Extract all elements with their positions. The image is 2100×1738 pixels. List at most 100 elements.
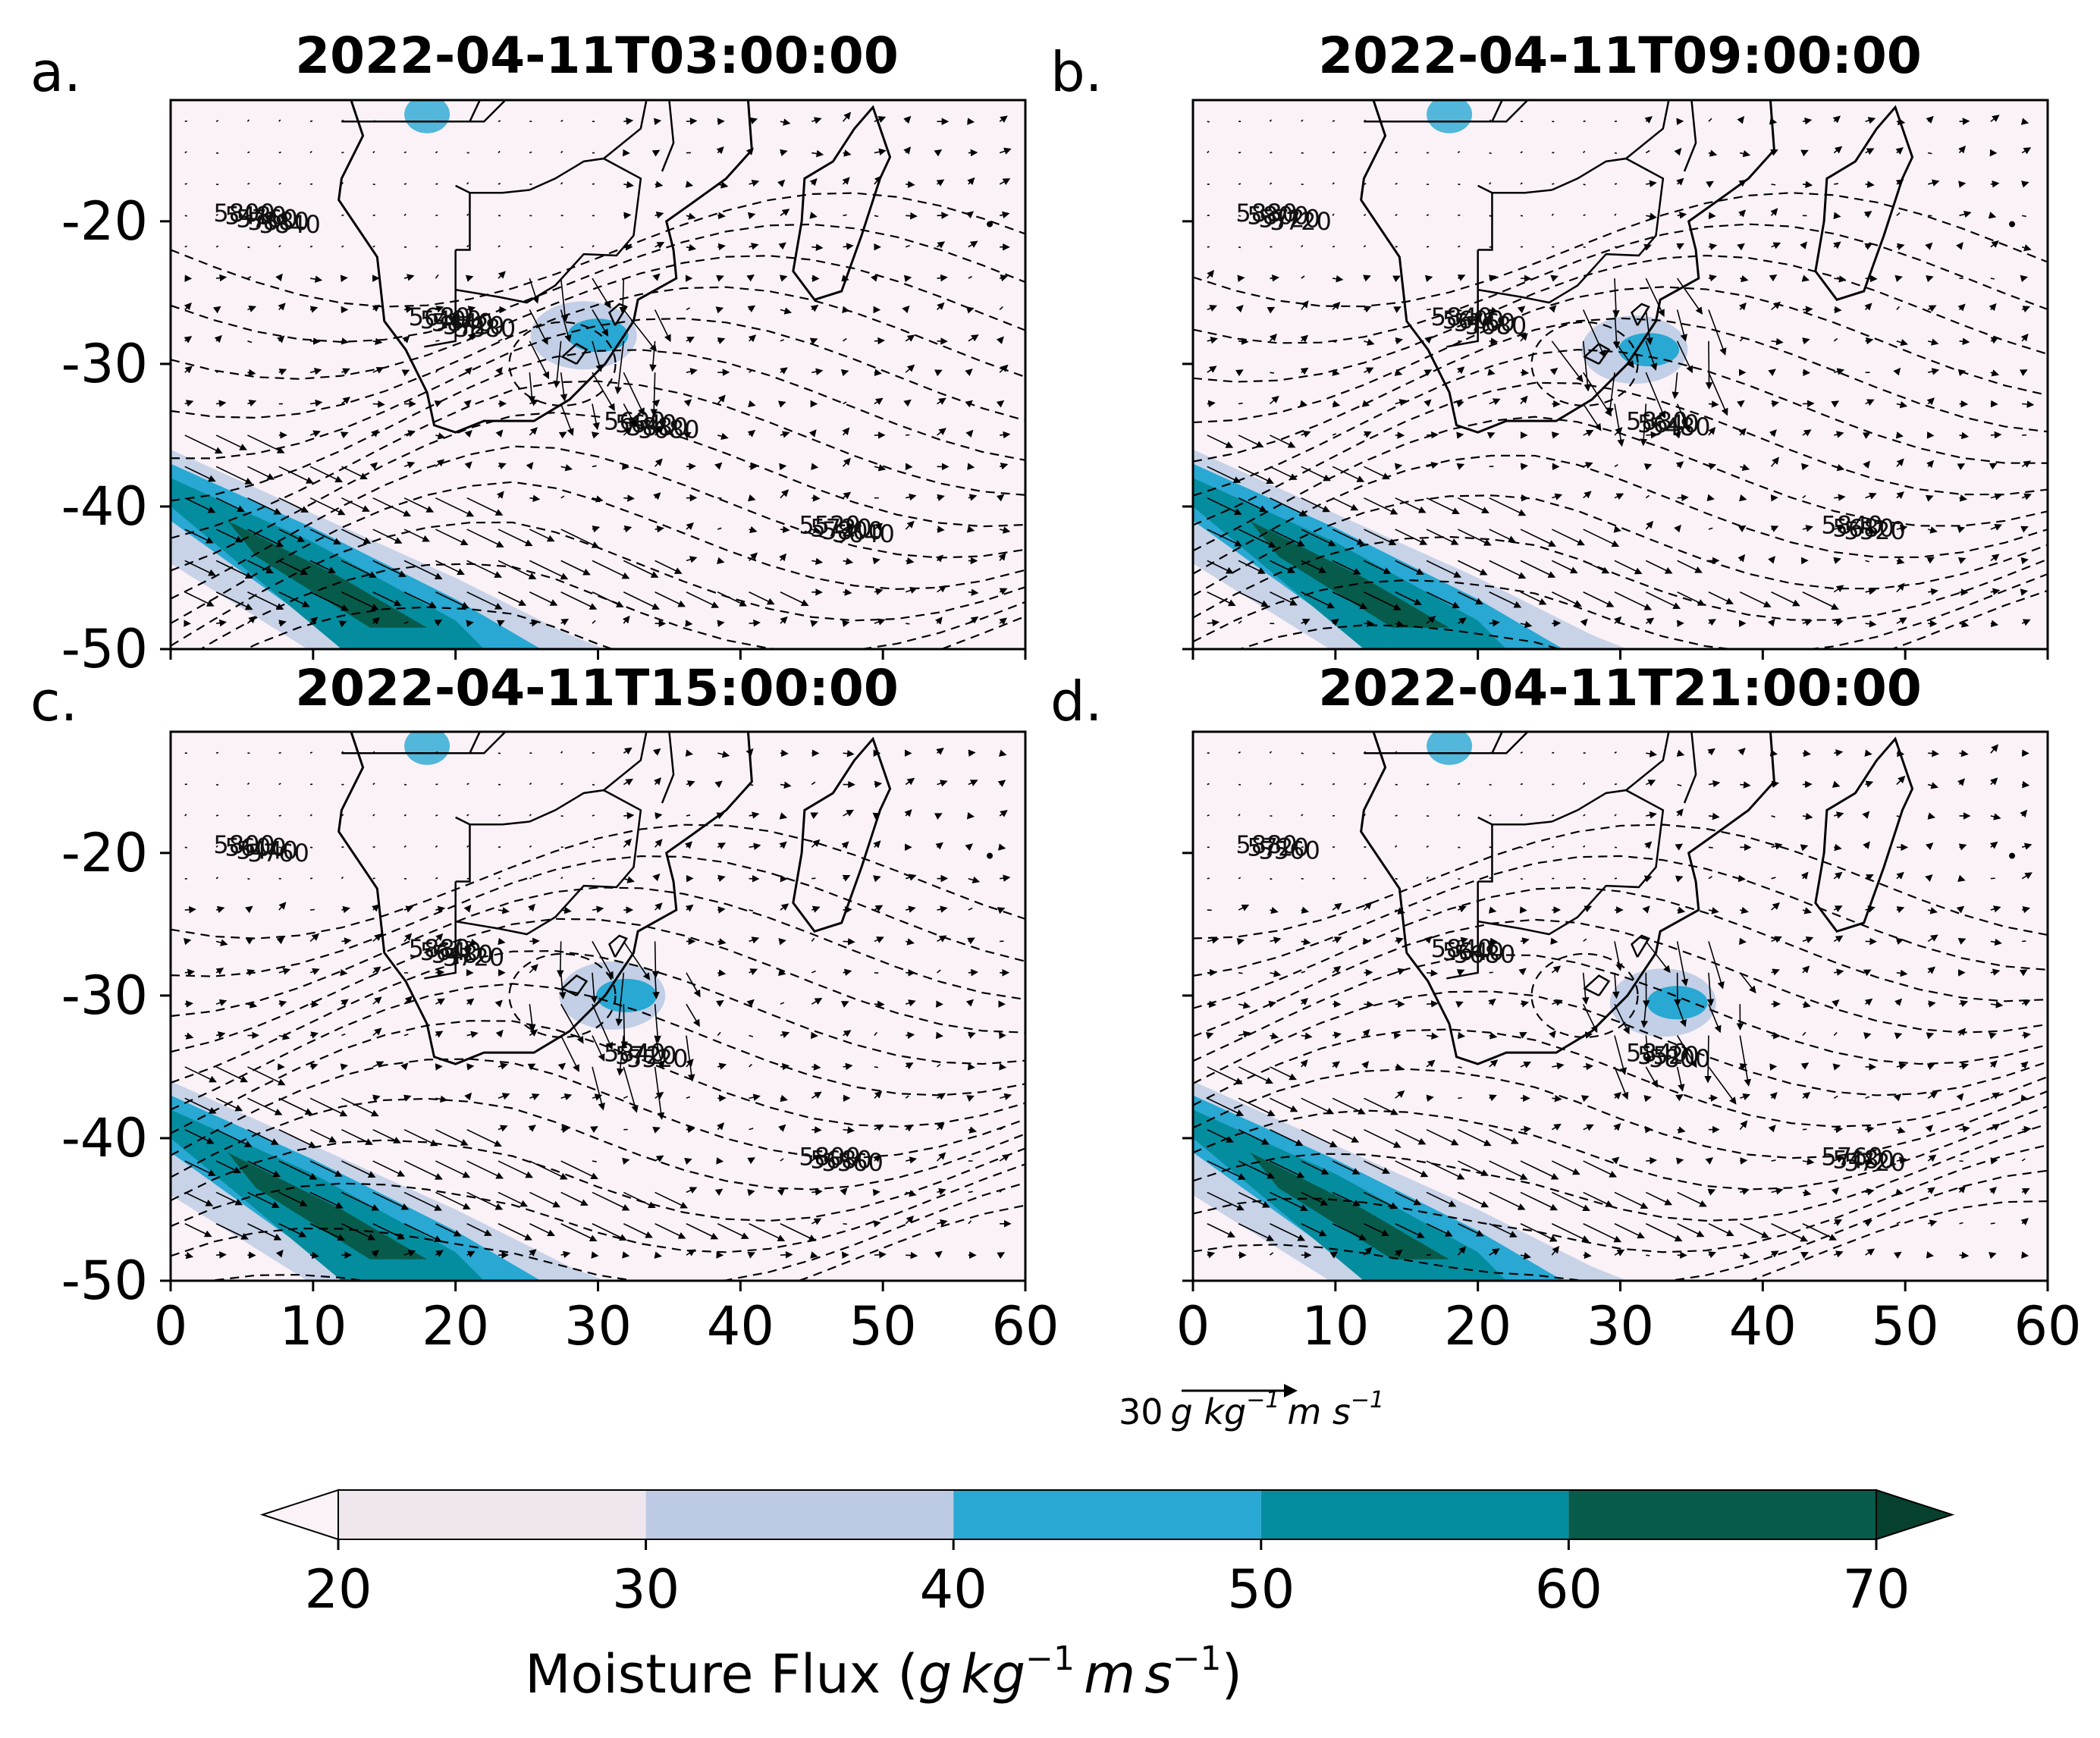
wind-vector [1301, 275, 1305, 279]
wind-vector [905, 334, 915, 342]
wind-vector [1000, 211, 1010, 219]
wind-vector [748, 334, 757, 343]
wind-vector [184, 1097, 217, 1114]
contour-label: 5720 [443, 943, 504, 971]
wind-vector [1959, 620, 1970, 628]
wind-vector [403, 461, 416, 469]
wind-vector [309, 908, 315, 911]
wind-vector [309, 466, 344, 483]
wind-vector [717, 337, 726, 344]
wind-vector [1207, 466, 1241, 483]
wind-vector [1269, 182, 1273, 185]
wind-vector [1767, 618, 1775, 627]
wind-vector [2021, 306, 2031, 313]
wind-vector [1270, 434, 1296, 448]
wind-vector [1646, 431, 1659, 439]
wind-vector [341, 466, 368, 480]
wind-vector [1928, 749, 1940, 758]
country-border [1477, 193, 1493, 251]
wind-vector [965, 400, 973, 408]
wind-vector [1708, 846, 1713, 849]
wind-vector [1770, 456, 1779, 467]
wind-vector [1737, 115, 1745, 124]
wind-vector [843, 149, 852, 157]
wind-vector [1426, 461, 1439, 469]
wind-vector [1643, 243, 1652, 251]
wind-vector [1865, 399, 1875, 406]
wind-vector [1771, 337, 1784, 346]
wind-vector [338, 620, 347, 628]
wind-vector [529, 246, 532, 248]
wind-vector [1426, 969, 1439, 977]
wind-vector [874, 116, 887, 124]
wind-vector [278, 620, 287, 627]
wind-vector [1863, 211, 1872, 218]
wind-vector [1645, 372, 1666, 419]
wind-vector [1426, 121, 1430, 123]
coastline [1360, 100, 1775, 434]
wind-vector [686, 243, 697, 252]
wind-vector [403, 306, 413, 313]
wind-vector [623, 428, 633, 436]
wind-vector [2021, 619, 2031, 626]
wind-vector [1864, 243, 1872, 250]
wind-vector [999, 617, 1007, 626]
wind-vector [1426, 1253, 1432, 1256]
wind-vector [843, 557, 854, 565]
country-border [1477, 184, 1552, 194]
contour-line [1193, 317, 2048, 463]
country-border [455, 816, 530, 826]
wind-vector [184, 497, 216, 513]
wind-vector [1332, 529, 1365, 545]
wind-vector [1489, 306, 1499, 314]
wind-vector [1990, 877, 1995, 880]
wind-vector [1582, 340, 1592, 392]
wind-vector [403, 560, 443, 579]
wind-vector [1895, 179, 1904, 187]
wind-vector [498, 245, 501, 248]
wind-vector [560, 278, 569, 322]
wind-vector [1865, 492, 1877, 500]
y-tick-label: -50 [61, 618, 148, 680]
colorbar-segment [1260, 1490, 1569, 1539]
wind-vector [1426, 616, 1436, 624]
wind-vector [1458, 309, 1462, 312]
wind-vector [435, 1063, 443, 1071]
wind-vector [1925, 494, 1934, 502]
contour-line [1193, 381, 2048, 526]
contour-label: 5880 [1626, 406, 1687, 435]
wind-vector [1645, 494, 1650, 499]
wind-vector [1800, 149, 1809, 157]
wind-vector [1552, 751, 1555, 754]
wind-vector [1269, 395, 1279, 405]
wind-vector [1896, 491, 1904, 499]
wind-vector [372, 560, 407, 577]
wind-vector [184, 151, 187, 154]
panel-letter: b. [1050, 40, 1103, 104]
wind-vector [1770, 525, 1779, 532]
wind-vector [215, 1160, 242, 1174]
wind-vector [435, 814, 438, 817]
wind-vector [498, 591, 527, 606]
wind-vector [466, 1063, 475, 1071]
contour-line [1193, 494, 2048, 597]
wind-vector [309, 368, 322, 375]
wind-vector [1740, 1157, 1748, 1165]
wind-vector [1990, 240, 1999, 248]
quiver-reference: 30 g kg−1 m s−1 [1119, 1384, 1384, 1432]
wind-vector [906, 180, 915, 188]
wind-vector [1646, 212, 1657, 220]
wind-vector [215, 1066, 249, 1083]
wind-vector [341, 529, 372, 544]
wind-vector [278, 497, 309, 513]
wind-vector [777, 400, 786, 408]
wind-vector [999, 115, 1008, 124]
wind-vector [1676, 177, 1684, 186]
panel-d: d. 2022-04-11T21:00:00 58805840584057605… [1050, 659, 2082, 1357]
wind-vector [215, 1031, 226, 1039]
wind-vector [1238, 337, 1249, 345]
wind-vector [247, 400, 257, 407]
wind-vector [1207, 591, 1236, 607]
wind-vector [1865, 180, 1875, 188]
wind-vector [1331, 618, 1339, 626]
